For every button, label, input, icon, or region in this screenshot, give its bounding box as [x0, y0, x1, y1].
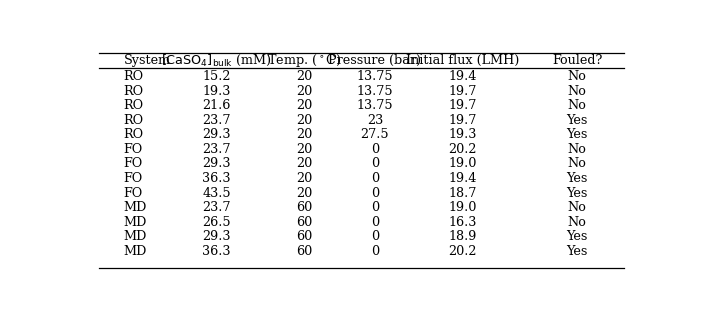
Text: 23.7: 23.7	[202, 201, 231, 214]
Text: 16.3: 16.3	[448, 216, 477, 229]
Text: 20.2: 20.2	[448, 245, 477, 258]
Text: 20: 20	[296, 187, 312, 200]
Text: No: No	[568, 143, 587, 156]
Text: 0: 0	[371, 172, 379, 185]
Text: RO: RO	[123, 85, 144, 98]
Text: Fouled?: Fouled?	[552, 54, 602, 67]
Text: No: No	[568, 201, 587, 214]
Text: 19.4: 19.4	[448, 172, 477, 185]
Text: Yes: Yes	[566, 187, 588, 200]
Text: 18.7: 18.7	[448, 187, 477, 200]
Text: Yes: Yes	[566, 172, 588, 185]
Text: Temp. ($^\circ$C): Temp. ($^\circ$C)	[266, 52, 341, 69]
Text: 19.7: 19.7	[448, 114, 477, 127]
Text: Pressure (bar): Pressure (bar)	[329, 54, 422, 67]
Text: 29.3: 29.3	[202, 230, 231, 243]
Text: No: No	[568, 157, 587, 170]
Text: Yes: Yes	[566, 114, 588, 127]
Text: Initial flux (LMH): Initial flux (LMH)	[405, 54, 519, 67]
Text: 60: 60	[296, 245, 312, 258]
Text: 23: 23	[367, 114, 383, 127]
Text: 0: 0	[371, 245, 379, 258]
Text: RO: RO	[123, 114, 144, 127]
Text: 26.5: 26.5	[202, 216, 231, 229]
Text: 19.7: 19.7	[448, 99, 477, 112]
Text: Yes: Yes	[566, 245, 588, 258]
Text: 20: 20	[296, 172, 312, 185]
Text: No: No	[568, 99, 587, 112]
Text: FO: FO	[123, 157, 143, 170]
Text: 60: 60	[296, 201, 312, 214]
Text: 0: 0	[371, 216, 379, 229]
Text: 20: 20	[296, 114, 312, 127]
Text: 20: 20	[296, 85, 312, 98]
Text: RO: RO	[123, 99, 144, 112]
Text: RO: RO	[123, 70, 144, 83]
Text: FO: FO	[123, 172, 143, 185]
Text: 13.75: 13.75	[357, 99, 393, 112]
Text: 60: 60	[296, 230, 312, 243]
Text: No: No	[568, 70, 587, 83]
Text: 29.3: 29.3	[202, 128, 231, 141]
Text: 19.3: 19.3	[202, 85, 231, 98]
Text: 0: 0	[371, 157, 379, 170]
Text: RO: RO	[123, 128, 144, 141]
Text: 20: 20	[296, 99, 312, 112]
Text: No: No	[568, 216, 587, 229]
Text: 20: 20	[296, 143, 312, 156]
Text: 18.9: 18.9	[448, 230, 477, 243]
Text: 23.7: 23.7	[202, 143, 231, 156]
Text: 21.6: 21.6	[202, 99, 231, 112]
Text: 19.4: 19.4	[448, 70, 477, 83]
Text: 20: 20	[296, 157, 312, 170]
Text: 36.3: 36.3	[202, 245, 231, 258]
Text: 19.0: 19.0	[448, 201, 477, 214]
Text: 20: 20	[296, 128, 312, 141]
Text: FO: FO	[123, 143, 143, 156]
Text: 0: 0	[371, 187, 379, 200]
Text: Yes: Yes	[566, 128, 588, 141]
Text: 36.3: 36.3	[202, 172, 231, 185]
Text: 0: 0	[371, 230, 379, 243]
Text: MD: MD	[123, 201, 147, 214]
Text: FO: FO	[123, 187, 143, 200]
Text: 19.0: 19.0	[448, 157, 477, 170]
Text: No: No	[568, 85, 587, 98]
Text: 60: 60	[296, 216, 312, 229]
Text: 43.5: 43.5	[202, 187, 231, 200]
Text: 29.3: 29.3	[202, 157, 231, 170]
Text: 19.3: 19.3	[448, 128, 477, 141]
Text: 20.2: 20.2	[448, 143, 477, 156]
Text: 19.7: 19.7	[448, 85, 477, 98]
Text: 0: 0	[371, 201, 379, 214]
Text: 13.75: 13.75	[357, 85, 393, 98]
Text: MD: MD	[123, 245, 147, 258]
Text: Yes: Yes	[566, 230, 588, 243]
Text: MD: MD	[123, 230, 147, 243]
Text: 27.5: 27.5	[361, 128, 389, 141]
Text: MD: MD	[123, 216, 147, 229]
Text: 23.7: 23.7	[202, 114, 231, 127]
Text: 15.2: 15.2	[202, 70, 231, 83]
Text: 13.75: 13.75	[357, 70, 393, 83]
Text: $[\mathrm{CaSO_4}]_\mathrm{bulk}$ (mM): $[\mathrm{CaSO_4}]_\mathrm{bulk}$ (mM)	[161, 53, 272, 68]
Text: System: System	[123, 54, 171, 67]
Text: 0: 0	[371, 143, 379, 156]
Text: 20: 20	[296, 70, 312, 83]
